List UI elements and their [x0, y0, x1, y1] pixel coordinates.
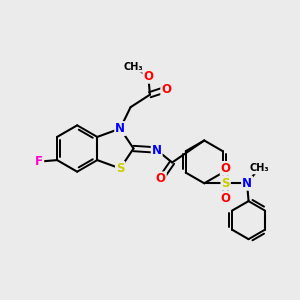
Text: O: O [156, 172, 166, 185]
Text: CH₃: CH₃ [249, 164, 269, 173]
Text: CH₃: CH₃ [123, 62, 143, 72]
Text: N: N [242, 177, 252, 190]
Text: N: N [152, 143, 162, 157]
Text: O: O [220, 192, 231, 205]
Text: S: S [116, 162, 124, 175]
Text: O: O [143, 70, 153, 83]
Text: F: F [35, 155, 43, 168]
Text: N: N [115, 122, 125, 135]
Text: S: S [221, 177, 230, 190]
Text: O: O [220, 162, 231, 175]
Text: O: O [161, 83, 171, 96]
